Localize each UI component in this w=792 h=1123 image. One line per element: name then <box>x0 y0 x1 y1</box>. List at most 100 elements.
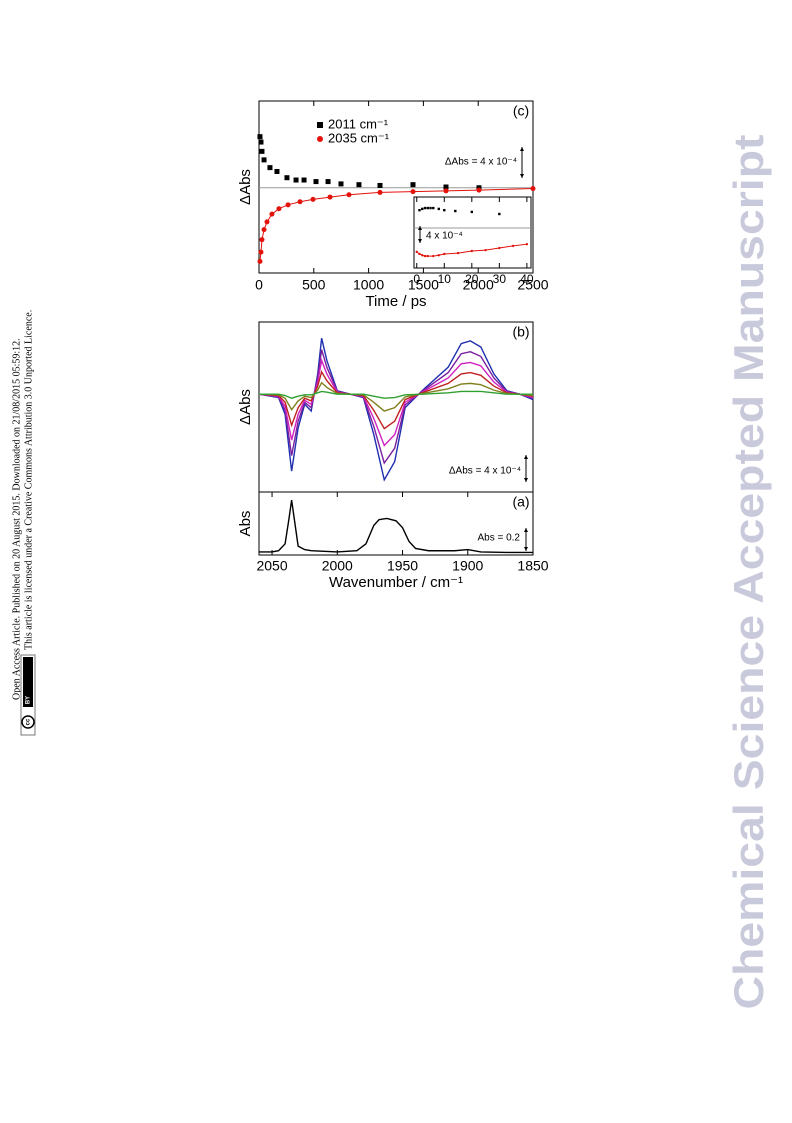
panel-label: (b) <box>512 324 529 340</box>
data-point <box>432 206 435 210</box>
x-tick-label: 500 <box>302 277 326 293</box>
y-axis-label: ΔAbs <box>237 389 254 425</box>
data-point <box>276 206 282 212</box>
x-axis-label: Time / ps <box>365 293 426 310</box>
x-axis-label: Wavenumber / cm⁻¹ <box>329 574 463 591</box>
data-point <box>429 206 432 210</box>
series-line <box>258 338 534 482</box>
data-point <box>410 189 416 195</box>
data-point <box>484 248 487 252</box>
legend-label: 2011 cm⁻¹ <box>328 116 389 131</box>
data-point <box>269 211 275 217</box>
data-point <box>418 252 421 256</box>
data-point <box>530 186 536 192</box>
data-point <box>410 182 416 188</box>
scale-bar-label: ΔAbs = 4 x 10⁻⁴ <box>449 466 521 477</box>
series-line <box>258 357 534 447</box>
scale-arrowhead <box>524 478 528 482</box>
data-point <box>432 254 435 258</box>
data-point <box>470 249 474 253</box>
scale-bar-label: ΔAbs = 4 x 10⁻⁴ <box>445 157 517 168</box>
badge-icon: cc <box>26 718 32 725</box>
data-point <box>443 252 446 256</box>
scale-arrowhead <box>524 527 528 532</box>
scale-arrowhead <box>524 455 528 460</box>
scale-arrowhead <box>520 147 524 152</box>
x-tick-label: 1500 <box>408 277 439 293</box>
data-point <box>301 177 307 183</box>
series-line <box>258 349 534 465</box>
data-point <box>284 175 290 181</box>
data-point <box>285 202 291 208</box>
data-point <box>356 182 362 188</box>
data-point <box>421 207 424 211</box>
scale-bar-label: Abs = 0.2 <box>477 533 520 544</box>
data-point <box>511 244 515 248</box>
x-tick-label: 2000 <box>463 277 494 293</box>
scale-arrowhead <box>418 225 422 230</box>
x-tick-label: 1850 <box>517 558 548 574</box>
data-point <box>423 254 427 258</box>
data-point <box>377 189 383 195</box>
data-point <box>437 207 440 211</box>
data-point <box>443 184 449 190</box>
data-point <box>327 194 333 200</box>
scale-arrowhead <box>418 239 422 243</box>
plot-frame <box>258 491 534 556</box>
data-point <box>418 208 421 212</box>
data-point <box>257 258 263 264</box>
data-point <box>264 219 270 225</box>
cc-badge: cc BY <box>20 654 36 736</box>
data-point <box>267 165 273 171</box>
x-tick-label: 30 <box>493 272 507 286</box>
data-point <box>415 250 418 254</box>
data-point <box>297 199 303 205</box>
x-tick-label: 2050 <box>256 558 287 574</box>
x-tick-label: 40 <box>520 272 534 286</box>
data-point <box>258 139 264 145</box>
panel-label: (a) <box>512 494 529 510</box>
data-point <box>257 134 263 140</box>
x-tick-label: 2500 <box>517 277 548 293</box>
data-point <box>261 157 267 163</box>
data-point <box>426 254 429 258</box>
data-point <box>274 169 280 175</box>
x-tick-label: 10 <box>438 272 452 286</box>
x-tick-label: 1000 <box>353 277 384 293</box>
license-line: Open Access Article. Published on 20 Aug… <box>11 338 22 700</box>
series-line <box>259 390 533 399</box>
data-point <box>437 254 440 257</box>
scale-bar-label: 4 x 10⁻⁴ <box>426 231 463 242</box>
x-tick-label: 2000 <box>322 558 353 574</box>
data-point <box>454 209 457 213</box>
data-point <box>325 179 331 185</box>
badge-text: BY <box>26 696 32 704</box>
data-point <box>259 237 265 243</box>
data-point <box>470 210 474 214</box>
data-point <box>377 182 383 188</box>
data-point <box>261 227 267 233</box>
scale-arrowhead <box>524 547 528 551</box>
x-tick-label: 0 <box>255 277 263 293</box>
data-point <box>498 246 501 250</box>
data-point <box>313 179 319 185</box>
legend-label: 2035 cm⁻¹ <box>328 130 390 145</box>
series-line <box>258 381 534 412</box>
data-point <box>421 254 424 257</box>
badge-fill <box>23 657 33 707</box>
data-point <box>443 208 446 212</box>
license-line: This article is licensed under a Creativ… <box>23 310 34 650</box>
data-point <box>293 177 299 183</box>
legend-marker <box>317 136 323 142</box>
panel-label: (c) <box>513 103 529 119</box>
x-tick-label: 1950 <box>387 558 418 574</box>
data-point <box>423 206 427 210</box>
data-point <box>498 212 501 216</box>
y-axis-label: ΔAbs <box>237 169 254 205</box>
data-point <box>310 196 316 202</box>
data-point <box>525 242 529 246</box>
data-point <box>426 206 429 210</box>
x-tick-label: 0 <box>413 272 420 286</box>
x-tick-label: 1900 <box>452 558 483 574</box>
